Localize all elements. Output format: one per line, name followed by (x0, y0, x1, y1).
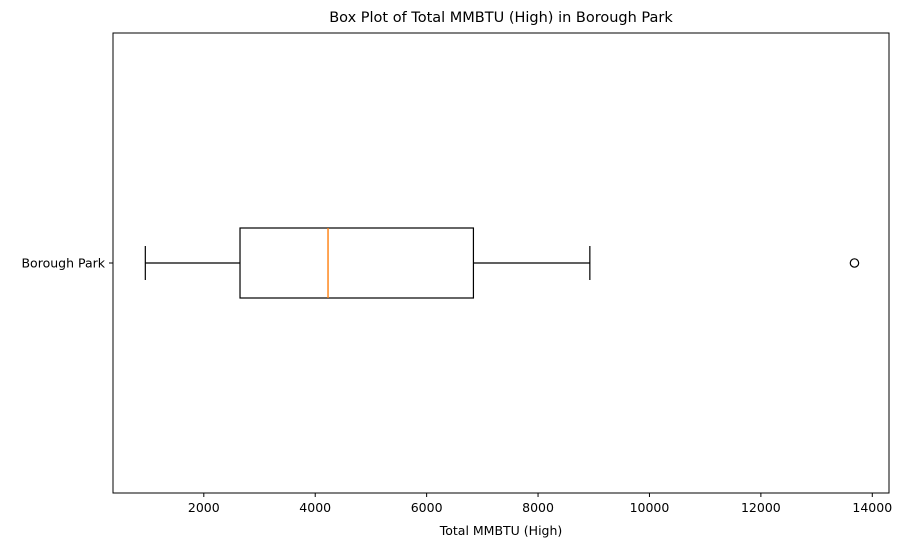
y-tick-label: Borough Park (21, 256, 105, 271)
x-tick-label: 10000 (630, 500, 670, 515)
x-tick-label: 14000 (852, 500, 892, 515)
x-tick-label: 2000 (188, 500, 220, 515)
outlier-point (849, 258, 860, 268)
chart-title: Box Plot of Total MMBTU (High) in Boroug… (329, 10, 673, 26)
x-tick-label: 6000 (411, 500, 443, 515)
iqr-box (239, 227, 475, 299)
x-axis-label: Total MMBTU (High) (439, 523, 563, 538)
x-tick-label: 8000 (522, 500, 554, 515)
x-axis: 2000 4000 6000 8000 10000 12000 14000 (188, 493, 892, 515)
plot-area (144, 227, 860, 299)
y-axis: Borough Park (21, 256, 113, 271)
x-tick-label: 4000 (299, 500, 331, 515)
x-tick-label: 12000 (741, 500, 781, 515)
